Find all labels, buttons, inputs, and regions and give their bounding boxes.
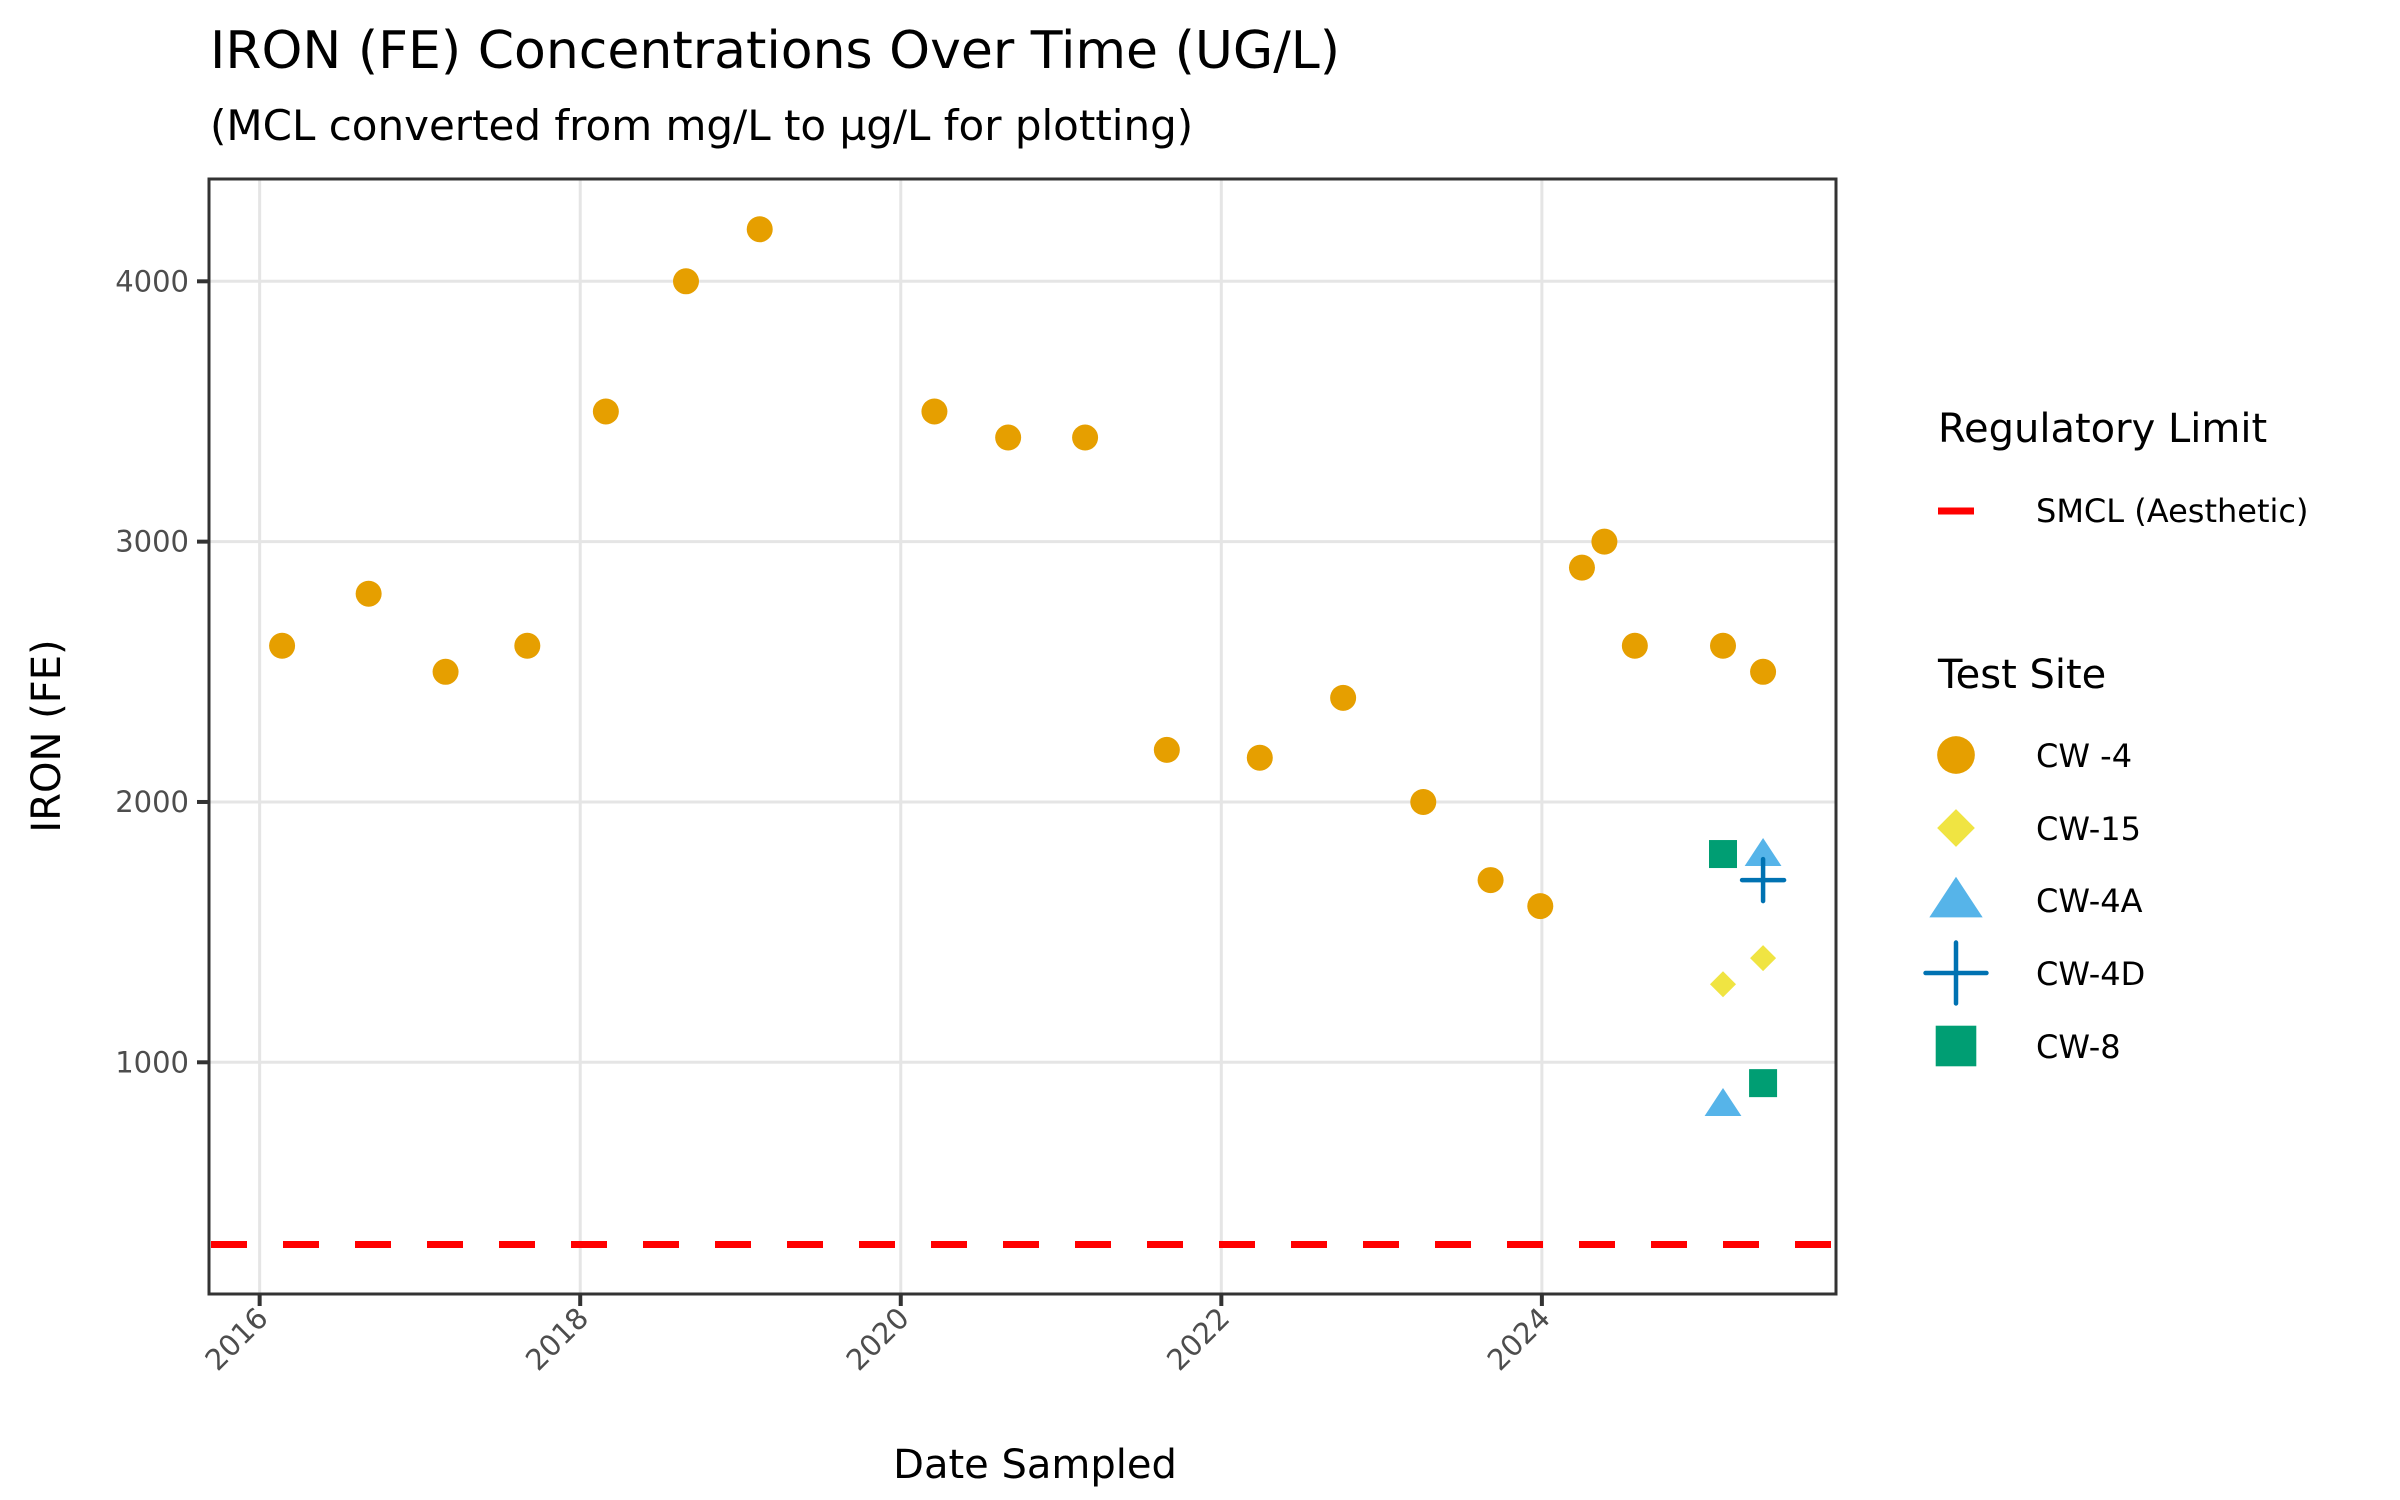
data-point-cw-15: [1710, 971, 1737, 998]
legend-key-cw-4: [1937, 736, 1975, 774]
data-point-cw-8: [1709, 840, 1738, 869]
x-tick-label: 2020: [839, 1301, 915, 1377]
legend-title-regulatory: Regulatory Limit: [1938, 406, 2267, 452]
data-point-cw-4: [1527, 893, 1554, 920]
y-axis-title: IRON (FE): [24, 639, 70, 832]
data-point-cw-15: [1750, 945, 1777, 972]
legend: Regulatory Limit SMCL (Aesthetic) Test S…: [1923, 406, 2308, 1067]
data-point-cw-4: [1568, 554, 1595, 581]
y-tick-label: 2000: [115, 785, 189, 819]
data-point-cw-4: [1246, 744, 1273, 771]
plot-panel-border: [207, 177, 1838, 1296]
legend-key-cw-15: [1937, 809, 1975, 847]
data-point-cw-4: [514, 632, 541, 659]
data-point-cw-4a: [1704, 1087, 1742, 1116]
data-point-cw-4: [1153, 736, 1180, 763]
data-point-cw-4: [1621, 632, 1648, 659]
legend-label-cw-8: CW-8: [2036, 1028, 2121, 1066]
data-point-cw-8: [1749, 1069, 1778, 1098]
data-point-cw-4: [1072, 424, 1099, 451]
data-point-cw-4: [1330, 684, 1357, 711]
data-point-cw-4: [1591, 528, 1618, 555]
data-point-cw-4: [1710, 632, 1737, 659]
data-points: [269, 216, 1787, 1116]
legend-label-cw-4a: CW-4A: [2036, 882, 2143, 920]
legend-label-cw-4: CW -4: [2036, 737, 2132, 775]
y-tick-label: 1000: [115, 1045, 189, 1079]
legend-key-cw-8: [1935, 1025, 1977, 1067]
legend-label-cw-4d: CW-4D: [2036, 955, 2145, 993]
data-point-cw-4: [995, 424, 1022, 451]
legend-label-cw-15: CW-15: [2036, 810, 2141, 848]
data-point-cw-4: [921, 398, 948, 425]
gridlines: [209, 179, 1836, 1294]
y-tick-label: 4000: [115, 264, 189, 298]
chart-subtitle: (MCL converted from mg/L to µg/L for plo…: [210, 101, 1193, 150]
legend-title-sites: Test Site: [1937, 652, 2106, 698]
data-point-cw-4a: [1744, 838, 1782, 867]
data-point-cw-4: [1410, 788, 1437, 815]
data-point-cw-4: [746, 216, 773, 243]
x-axis-title: Date Sampled: [893, 1442, 1177, 1488]
data-point-cw-4: [592, 398, 619, 425]
x-tick-label: 2016: [198, 1301, 274, 1377]
legend-label-smcl: SMCL (Aesthetic): [2036, 492, 2308, 530]
x-tick-label: 2018: [519, 1301, 595, 1377]
data-point-cw-4d: [1739, 856, 1787, 904]
legend-key-cw-4a: [1929, 876, 1983, 918]
x-tick-label: 2022: [1160, 1301, 1236, 1377]
data-point-cw-4: [672, 268, 699, 295]
plot-background: [209, 179, 1836, 1294]
y-tick-label: 3000: [115, 525, 189, 559]
x-tick-label: 2024: [1481, 1301, 1557, 1377]
data-point-cw-4: [269, 632, 296, 659]
legend-key-cw-4d: [1923, 940, 1989, 1006]
data-point-cw-4: [1477, 867, 1504, 894]
chart-title: IRON (FE) Concentrations Over Time (UG/L…: [210, 21, 1340, 81]
data-point-cw-4: [432, 658, 459, 685]
data-point-cw-4: [355, 580, 382, 607]
data-point-cw-4: [1750, 658, 1777, 685]
